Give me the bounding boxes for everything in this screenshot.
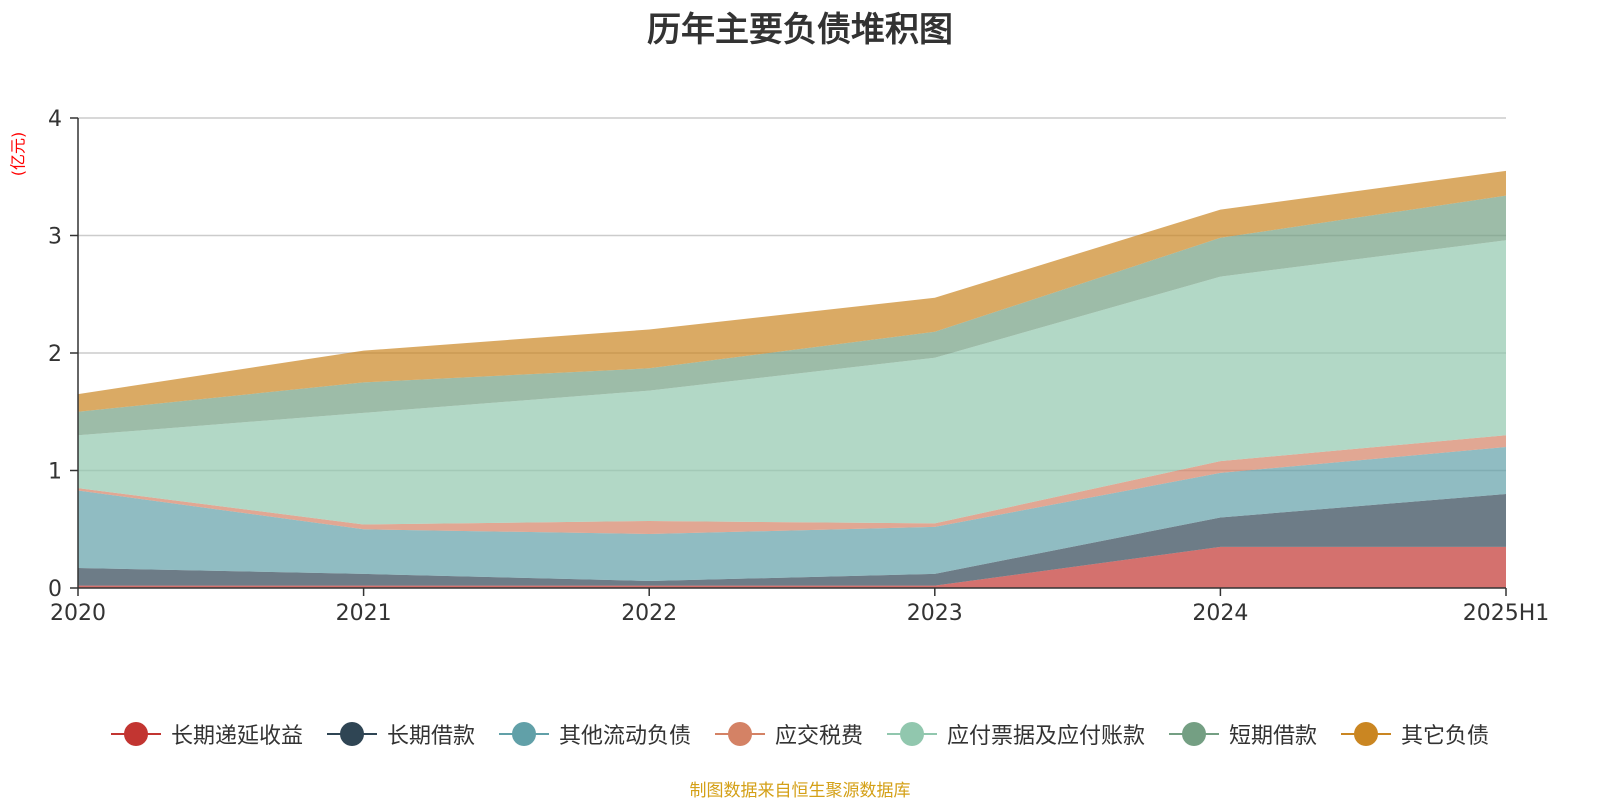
x-tick-label: 2025H1 xyxy=(1463,601,1550,626)
x-tick-label: 2024 xyxy=(1192,601,1248,626)
source-note: 制图数据来自恒生聚源数据库 xyxy=(689,781,911,801)
area-series-5 xyxy=(78,240,1506,525)
legend-marker-icon xyxy=(498,722,549,746)
legend-item[interactable]: 短期借款 xyxy=(1169,718,1317,750)
stacked-area-chart: 0 1 2 3 4 2020 2021 2022 2023 2024 2025H1 xyxy=(48,107,1550,626)
x-tick-label: 2021 xyxy=(336,601,392,626)
legend: 长期递延收益 长期借款 其他流动负债 应交税费 应付票据及应付账款 短期借款 其它负债 xyxy=(0,718,1600,750)
legend-item[interactable]: 应交税费 xyxy=(714,718,863,750)
x-tick-label: 2020 xyxy=(50,601,106,626)
legend-item[interactable]: 其它负债 xyxy=(1341,718,1489,750)
area-series-3 xyxy=(78,447,1506,581)
y-tick-label: 0 xyxy=(48,577,62,602)
y-tick-label: 4 xyxy=(48,107,62,132)
legend-marker-icon xyxy=(110,722,161,746)
y-tick-label: 3 xyxy=(48,225,62,250)
y-tick-label: 1 xyxy=(48,460,62,485)
area-series-7 xyxy=(78,170,1506,412)
area-series-6 xyxy=(78,195,1506,436)
legend-item[interactable]: 应付票据及应付账款 xyxy=(887,718,1145,750)
legend-label: 应付票据及应付账款 xyxy=(947,724,1146,749)
chart-title: 历年主要负债堆积图 xyxy=(647,10,953,50)
legend-item[interactable]: 长期借款 xyxy=(326,718,475,750)
x-tick-label: 2022 xyxy=(621,601,677,626)
area-series-1 xyxy=(78,546,1506,588)
legend-item[interactable]: 长期递延收益 xyxy=(110,718,303,750)
legend-marker-icon xyxy=(714,722,765,746)
legend-marker-icon xyxy=(326,722,377,746)
legend-marker-icon xyxy=(887,722,937,746)
legend-marker-icon xyxy=(1341,722,1392,746)
legend-label: 长期借款 xyxy=(386,724,475,749)
legend-label: 应交税费 xyxy=(774,724,863,749)
legend-marker-icon xyxy=(1169,722,1220,746)
legend-label: 其他流动负债 xyxy=(558,724,691,749)
x-tick-label: 2023 xyxy=(907,601,963,626)
legend-label: 其它负债 xyxy=(1401,724,1490,749)
legend-item[interactable]: 其他流动负债 xyxy=(498,718,691,750)
legend-label: 长期递延收益 xyxy=(170,724,303,749)
y-tick-label: 2 xyxy=(48,342,62,367)
legend-label: 短期借款 xyxy=(1229,724,1318,749)
area-series-2 xyxy=(78,494,1506,586)
